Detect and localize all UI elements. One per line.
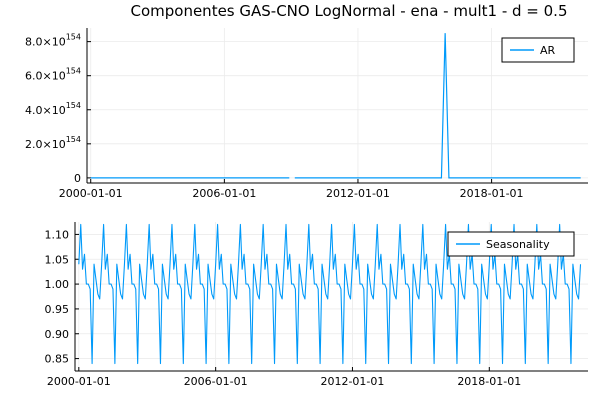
seasonality-xtick-label-2: 2012-01-01 <box>320 375 384 388</box>
ar-xtick-label-3: 2018-01-01 <box>460 187 524 200</box>
ar-ytick-label-1: 2.0×10154 <box>25 135 81 151</box>
ar-ytick-label-4: 8.0×10154 <box>25 33 81 49</box>
seasonality-ytick-label-4: 1.05 <box>45 253 70 266</box>
ar-ytick-label-2: 4.0×10154 <box>25 101 81 117</box>
seasonality-ytick-label-1: 0.90 <box>45 328 70 341</box>
ar-ytick-label-3: 6.0×10154 <box>25 67 81 83</box>
seasonality-ytick-label-2: 0.95 <box>45 303 70 316</box>
ar-ytick-label-0: 0 <box>74 172 81 185</box>
ar-series-line-1 <box>294 33 581 179</box>
chart-title: Componentes GAS-CNO LogNormal - ena - mu… <box>130 2 567 20</box>
seasonality-series-line <box>78 223 582 365</box>
seasonality-ytick-label-3: 1.00 <box>45 278 70 291</box>
seasonality-xtick-label-3: 2018-01-01 <box>457 375 521 388</box>
seasonality-xtick-label-1: 2006-01-01 <box>184 375 248 388</box>
ar-xtick-label-2: 2012-01-01 <box>326 187 390 200</box>
ar-xtick-label-0: 2000-01-01 <box>59 187 123 200</box>
ar-xtick-label-1: 2006-01-01 <box>192 187 256 200</box>
seasonality-legend-label: Seasonality <box>486 238 550 251</box>
seasonality-ytick-label-0: 0.85 <box>45 353 70 366</box>
ar-panel: 2000-01-01 2006-01-01 2012-01-01 2018-01-01… <box>25 28 588 200</box>
seasonality-panel: 2000-01-01 2006-01-01 2012-01-01 2018-01-01… <box>45 222 588 388</box>
seasonality-xtick-label-0: 2000-01-01 <box>47 375 111 388</box>
ar-legend-label: AR <box>540 44 556 57</box>
seasonality-ytick-label-5: 1.10 <box>45 228 70 241</box>
